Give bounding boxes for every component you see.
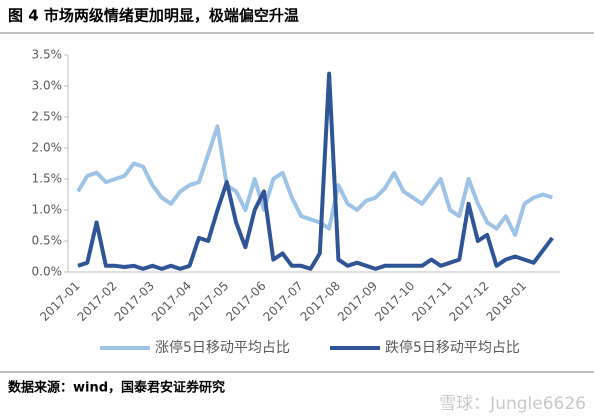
y-tick-label: 2.5% — [32, 110, 63, 124]
x-tick-label: 2018-01 — [484, 279, 529, 324]
series-line — [77, 71, 554, 271]
watermark: 雪球：Jungle6626 — [439, 394, 586, 414]
x-tick-label: 2017-02 — [74, 279, 119, 324]
y-tick-label: 2.0% — [32, 141, 63, 155]
legend-label: 跌停5日移动平均占比 — [385, 339, 520, 356]
x-tick-label: 2017-05 — [186, 279, 231, 324]
x-tick-label: 2017-11 — [409, 279, 454, 324]
y-tick-label: 1.0% — [32, 203, 63, 217]
x-tick-label: 2017-12 — [446, 279, 491, 324]
source: 数据来源：wind，国泰君安证券研究 — [8, 380, 225, 396]
x-tick-label: 2017-06 — [223, 279, 268, 324]
x-tick-label: 2017-01 — [37, 279, 82, 324]
x-tick-label: 2017-08 — [298, 279, 343, 324]
legend-label: 涨停5日移动平均占比 — [155, 339, 290, 356]
chart-title: 图 4 市场两级情绪更加明显，极端偏空升温 — [8, 7, 299, 25]
y-tick-label: 3.5% — [32, 48, 63, 62]
x-tick-label: 2017-07 — [260, 279, 305, 324]
series-line — [76, 124, 553, 237]
y-tick-label: 0.0% — [32, 265, 63, 279]
x-tick-label: 2017-10 — [372, 279, 417, 324]
x-tick-label: 2017-04 — [149, 279, 194, 324]
y-tick-label: 3.0% — [32, 79, 63, 93]
x-tick-label: 2017-03 — [112, 279, 157, 324]
y-tick-label: 1.5% — [32, 172, 63, 186]
y-tick-label: 0.5% — [32, 234, 63, 248]
x-tick-label: 2017-09 — [335, 279, 380, 324]
